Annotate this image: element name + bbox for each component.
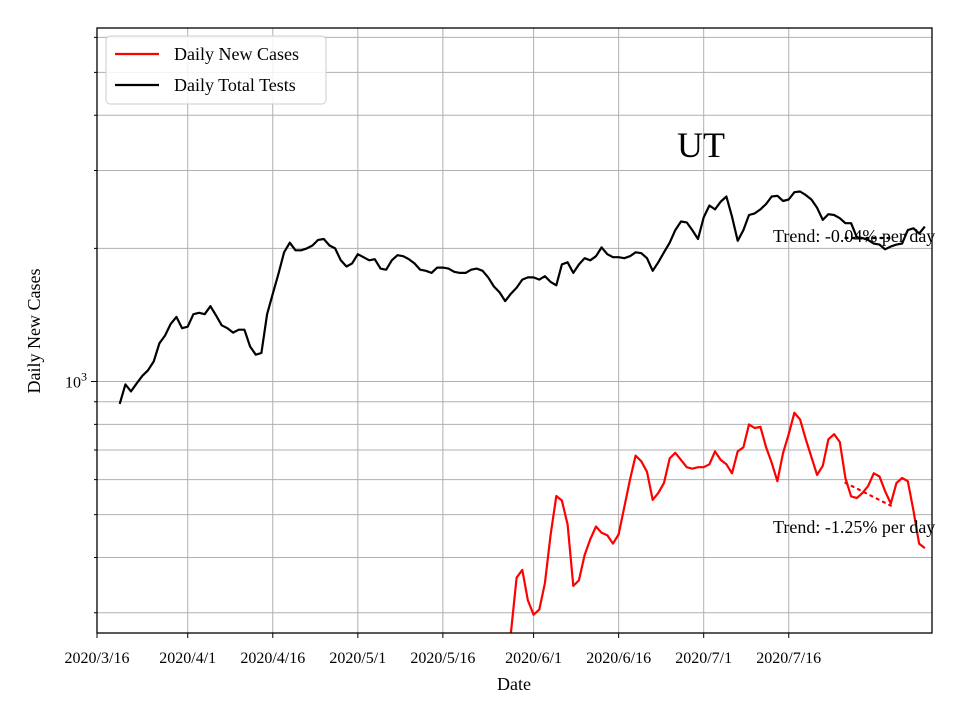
legend-label-tests: Daily Total Tests: [174, 75, 296, 95]
y-tick-label: 103: [65, 370, 87, 392]
legend-box: [105, 35, 327, 105]
x-axis-label: Date: [497, 674, 531, 694]
x-tick-label: 2020/6/16: [586, 650, 651, 667]
x-tick-label: 2020/4/1: [159, 650, 216, 667]
x-tick-label: 2020/5/16: [410, 650, 475, 667]
x-tick-label: 2020/5/1: [329, 650, 386, 667]
series-line-daily-total-tests: [118, 190, 926, 405]
tests-trend-annotation: Trend: -0.04% per day: [773, 226, 935, 246]
legend-label-cases: Daily New Cases: [174, 44, 299, 64]
plot-frame: [96, 27, 933, 634]
state-annotation: UT: [677, 125, 725, 165]
cases-trend-annotation: Trend: -1.25% per day: [773, 517, 935, 537]
trend-lines: [844, 236, 892, 507]
y-axis-label: Daily New Cases: [24, 269, 44, 394]
axis-ticks: 2020/3/16 2020/4/1 2020/4/16 2020/5/1 2020/5…: [65, 36, 821, 667]
x-tick-label: 2020/3/16: [65, 650, 130, 667]
grid: [96, 28, 932, 633]
series-line-daily-new-cases: [509, 411, 926, 633]
x-tick-label: 2020/6/1: [505, 650, 562, 667]
x-tick-label: 2020/4/16: [240, 650, 305, 667]
x-tick-label: 2020/7/1: [675, 650, 732, 667]
legend: Daily New Cases Daily Total Tests: [105, 35, 327, 105]
series-layer: [118, 190, 926, 633]
x-tick-label: 2020/7/16: [756, 650, 821, 667]
trend-line-cases: [844, 481, 892, 507]
